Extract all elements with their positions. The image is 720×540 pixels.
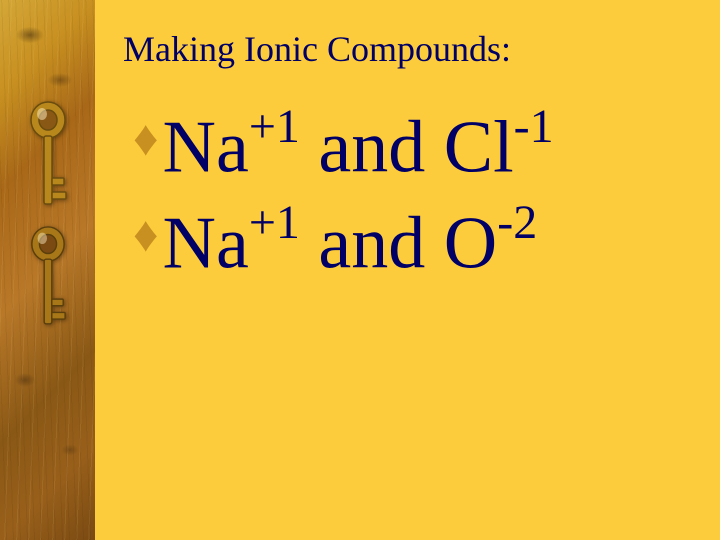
element-symbol: Na (163, 107, 249, 189)
bullet-list: ♦ Na+1 and Cl-1 ♦ Na+1 and O-2 (123, 103, 690, 287)
sidebar-wood-panel (0, 0, 95, 540)
slide-container: Making Ionic Compounds: ♦ Na+1 and Cl-1 … (0, 0, 720, 540)
ion-charge: +1 (249, 100, 300, 153)
element-symbol: Cl (444, 107, 514, 189)
bullet-text: Na+1 and O-2 (163, 199, 538, 287)
ion-charge: -2 (497, 196, 537, 249)
bullet-item: ♦ Na+1 and Cl-1 (133, 103, 690, 191)
element-symbol: O (444, 203, 497, 285)
ion-charge: -1 (514, 100, 554, 153)
element-symbol: Na (163, 203, 249, 285)
bullet-marker-icon: ♦ (133, 103, 159, 173)
main-content: Making Ionic Compounds: ♦ Na+1 and Cl-1 … (95, 0, 720, 540)
key-icon (24, 100, 72, 225)
conjunction-text: and (300, 107, 444, 189)
conjunction-text: and (300, 203, 444, 285)
ion-charge: +1 (249, 196, 300, 249)
slide-title: Making Ionic Compounds: (123, 28, 690, 71)
key-icon (25, 225, 71, 344)
bullet-marker-icon: ♦ (133, 199, 159, 269)
bullet-item: ♦ Na+1 and O-2 (133, 199, 690, 287)
bullet-text: Na+1 and Cl-1 (163, 103, 554, 191)
